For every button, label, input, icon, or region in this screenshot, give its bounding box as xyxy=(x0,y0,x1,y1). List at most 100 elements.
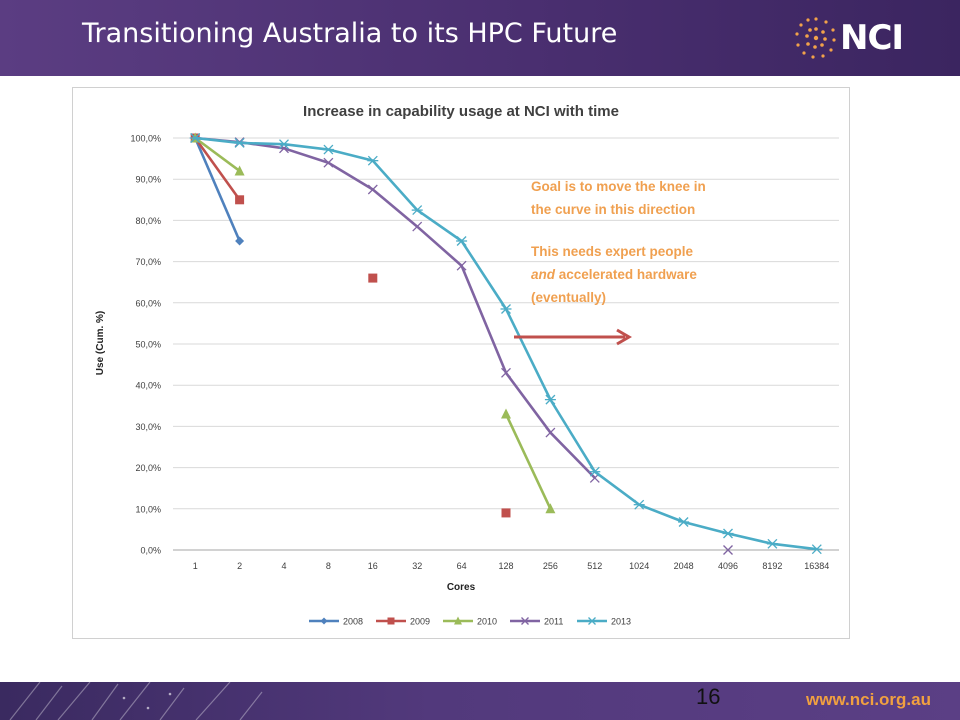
data-point xyxy=(412,221,423,232)
x-tick-label: 4096 xyxy=(718,561,738,571)
y-tick-label: 100,0% xyxy=(130,134,161,144)
annotation-line-4-rest: accelerated hardware xyxy=(555,267,697,282)
legend-label: 2013 xyxy=(611,617,631,627)
x-tick-label: 32 xyxy=(412,561,422,571)
series-layer xyxy=(189,132,823,555)
series-line-2010 xyxy=(504,413,552,510)
data-point xyxy=(189,133,201,143)
data-point xyxy=(589,466,601,477)
data-point xyxy=(411,205,423,216)
series-2008 xyxy=(190,133,245,246)
slide-header: Transitioning Australia to its HPC Futur… xyxy=(0,0,960,76)
chart-title: Increase in capability usage at NCI with… xyxy=(303,103,619,120)
x-tick-label: 256 xyxy=(543,561,558,571)
legend-item-2010: 2010 xyxy=(443,616,497,627)
annotation-line-3: This needs expert people xyxy=(531,244,694,259)
legend-item-2008: 2008 xyxy=(309,617,363,627)
x-tick-label: 2 xyxy=(237,561,242,571)
data-point-stroke xyxy=(412,221,423,232)
y-tick-label: 40,0% xyxy=(135,381,161,391)
direction-arrow-head xyxy=(616,328,632,346)
data-point xyxy=(235,236,245,246)
nci-dots-icon xyxy=(795,17,836,59)
x-tick-label: 128 xyxy=(498,561,513,571)
data-point xyxy=(322,144,334,155)
y-tick-label: 10,0% xyxy=(135,504,161,514)
data-point xyxy=(521,617,529,625)
data-point xyxy=(501,508,511,518)
annotation-line-1: Goal is to move the knee in xyxy=(531,179,706,194)
data-point xyxy=(501,408,511,419)
data-point xyxy=(234,137,246,148)
y-tick-label: 50,0% xyxy=(135,340,161,350)
data-point xyxy=(587,617,597,625)
goal-annotation: Goal is to move the knee in the curve in… xyxy=(514,179,706,346)
data-point-stroke xyxy=(521,617,529,625)
data-point xyxy=(500,304,512,314)
data-point-stroke xyxy=(367,184,378,195)
slide-footer xyxy=(0,682,960,720)
nci-logo: NCI xyxy=(792,12,922,64)
data-point xyxy=(766,538,778,549)
y-tick-label: 0,0% xyxy=(140,546,161,556)
data-point xyxy=(367,184,378,195)
capability-usage-chart: 0,0% 10,0% 20,0% 30,0% 40,0% 50,0% 60,0% 70,0% 8… xyxy=(95,103,839,627)
data-point-stroke xyxy=(456,260,467,271)
y-tick-label: 90,0% xyxy=(135,175,161,185)
annotation-line-4: and accelerated hardware xyxy=(531,267,697,282)
series-line-2008 xyxy=(194,137,241,242)
footer-decoration xyxy=(9,682,263,720)
series-2009 xyxy=(190,133,511,518)
data-point xyxy=(723,545,733,555)
data-point xyxy=(235,195,245,205)
legend-label: 2010 xyxy=(477,617,497,627)
data-point xyxy=(387,617,395,625)
chart-legend: 2008 2009 2010 2011 2013 xyxy=(309,616,631,627)
y-tick-label: 20,0% xyxy=(135,463,161,473)
series-2010 xyxy=(190,132,556,514)
x-tick-label: 4 xyxy=(281,561,286,571)
legend-label: 2008 xyxy=(343,617,363,627)
data-point xyxy=(545,427,556,438)
annotation-line-2: the curve in this direction xyxy=(531,202,695,217)
x-tick-label: 64 xyxy=(457,561,467,571)
x-tick-label: 1024 xyxy=(629,561,649,571)
series-line-2010 xyxy=(194,136,241,173)
data-point xyxy=(456,260,467,271)
x-tick-label: 16 xyxy=(368,561,378,571)
data-point-stroke xyxy=(545,427,556,438)
x-tick-label: 8 xyxy=(326,561,331,571)
y-tick-label: 80,0% xyxy=(135,216,161,226)
y-tick-labels: 0,0% 10,0% 20,0% 30,0% 40,0% 50,0% 60,0% 70,0% 8… xyxy=(130,134,161,556)
y-tick-label: 70,0% xyxy=(135,257,161,267)
data-point-stroke xyxy=(723,545,733,555)
x-tick-label: 8192 xyxy=(762,561,782,571)
data-point xyxy=(633,499,645,510)
data-point xyxy=(368,273,378,283)
legend-label: 2011 xyxy=(544,617,563,627)
data-point xyxy=(811,544,823,555)
legend-item-2009: 2009 xyxy=(376,617,430,627)
series-line-2009 xyxy=(194,137,241,201)
page-number: 16 xyxy=(696,684,721,709)
y-axis-label: Use (Cum. %) xyxy=(95,311,106,375)
legend-item-2011: 2011 xyxy=(510,617,563,627)
x-tick-label: 1 xyxy=(193,561,198,571)
x-tick-label: 512 xyxy=(587,561,602,571)
data-point xyxy=(501,367,511,378)
data-point xyxy=(320,617,328,625)
annotation-emphasis: and xyxy=(531,267,556,282)
series-2013 xyxy=(189,133,823,555)
grid-lines xyxy=(173,137,839,551)
data-point xyxy=(234,165,245,176)
data-point xyxy=(456,236,468,246)
y-tick-label: 60,0% xyxy=(135,298,161,308)
x-tick-label: 2048 xyxy=(674,561,694,571)
data-point xyxy=(367,155,379,166)
data-point xyxy=(544,394,556,405)
data-point xyxy=(323,157,334,168)
chart-frame: 0,0% 10,0% 20,0% 30,0% 40,0% 50,0% 60,0% 70,0% 8… xyxy=(72,87,850,639)
series-line-2011 xyxy=(195,136,596,479)
legend-label: 2009 xyxy=(410,617,430,627)
data-point xyxy=(722,528,734,539)
